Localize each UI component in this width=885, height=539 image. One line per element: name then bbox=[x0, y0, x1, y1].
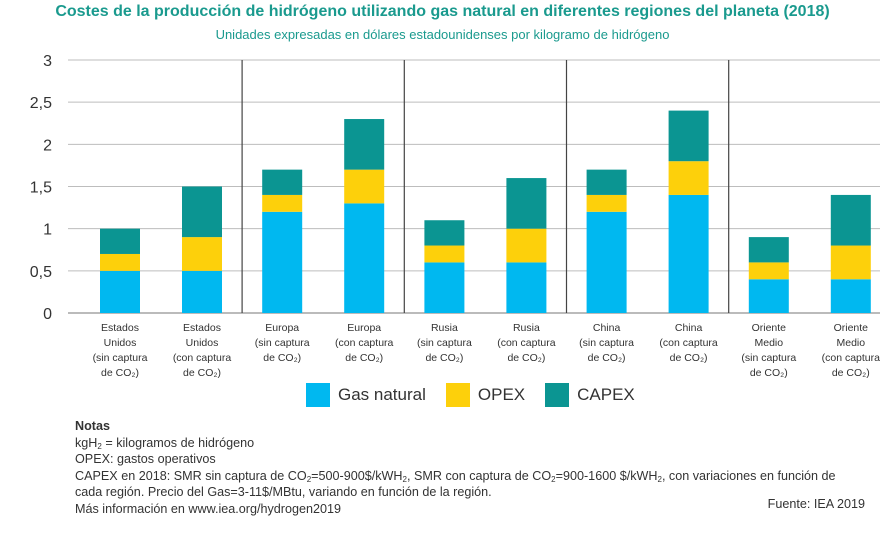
note-opex: OPEX: gastos operativos bbox=[75, 452, 216, 466]
legend-item-capex: CAPEX bbox=[545, 383, 635, 407]
notes: Notas kgH2 = kilogramos de hidrógeno OPE… bbox=[75, 418, 875, 517]
y-tick-label: 2 bbox=[43, 137, 52, 154]
x-category-label: Europa (con captura de CO₂) bbox=[335, 322, 394, 364]
bar-capex bbox=[100, 228, 140, 254]
legend-swatch-gas-natural bbox=[306, 383, 330, 407]
region-separators bbox=[241, 60, 730, 313]
legend: Gas natural OPEX CAPEX bbox=[306, 383, 655, 407]
note-capex: CAPEX en 2018: SMR sin captura de CO2=50… bbox=[75, 468, 836, 484]
x-category-label: Estados Unidos (sin captura de CO₂) bbox=[93, 322, 148, 379]
chart-title: Costes de la producción de hidrógeno uti… bbox=[55, 3, 830, 20]
x-category-label: Estados Unidos (con captura de CO₂) bbox=[173, 322, 232, 379]
bar-gas-natural bbox=[262, 211, 303, 313]
bar-opex bbox=[506, 228, 547, 263]
bar-capex bbox=[344, 119, 385, 170]
bar-gas-natural bbox=[668, 194, 709, 313]
bars bbox=[100, 110, 871, 313]
bar-gas-natural bbox=[424, 262, 465, 313]
bar-gas-natural bbox=[830, 279, 871, 313]
legend-swatch-capex bbox=[545, 383, 570, 407]
legend-item-gas-natural: Gas natural bbox=[306, 383, 426, 407]
bar-capex bbox=[586, 169, 627, 195]
y-tick-label: 0 bbox=[43, 306, 52, 323]
y-axis-ticks: 0 0,5 1 1,5 2 2,5 3 bbox=[30, 53, 52, 323]
bar-opex bbox=[586, 194, 627, 212]
bar-capex bbox=[830, 194, 871, 246]
bar-gas-natural bbox=[100, 270, 140, 313]
bar-capex bbox=[668, 110, 709, 162]
x-category-label: Rusia (sin captura de CO₂) bbox=[417, 322, 472, 364]
bar-capex bbox=[424, 220, 465, 246]
bar-opex bbox=[182, 237, 222, 271]
note-kgh2: kgH2 = kilogramos de hidrógeno bbox=[75, 435, 255, 451]
source-credit: Fuente: IEA 2019 bbox=[767, 497, 865, 511]
x-category-label: Rusia (con captura de CO₂) bbox=[497, 322, 556, 364]
bar-opex bbox=[424, 245, 465, 263]
bar-gas-natural bbox=[586, 211, 627, 313]
note-more-info: Más información en www.iea.org/hydrogen2… bbox=[75, 501, 342, 516]
bar-gas-natural bbox=[506, 262, 547, 313]
bar-capex bbox=[748, 237, 789, 263]
bar-opex bbox=[344, 169, 385, 204]
x-category-label: China (con captura de CO₂) bbox=[659, 322, 718, 364]
x-category-label: Oriente Medio (con captura de CO₂) bbox=[822, 322, 881, 379]
bar-gas-natural bbox=[182, 270, 222, 313]
bar-gas-natural bbox=[748, 279, 789, 313]
legend-label-opex: OPEX bbox=[477, 385, 526, 404]
stacked-bar-chart: 0 0,5 1 1,5 2 2,5 3 Estados Unidos (sin captura d… bbox=[30, 53, 881, 379]
y-tick-label: 3 bbox=[43, 53, 52, 70]
notes-heading: Notas bbox=[75, 419, 110, 433]
bar-opex bbox=[830, 245, 871, 280]
x-axis-categories: Estados Unidos (sin captura de CO₂) Estados U… bbox=[93, 322, 881, 379]
y-tick-label: 2,5 bbox=[30, 95, 52, 112]
legend-item-opex: OPEX bbox=[445, 383, 526, 407]
legend-swatch-opex bbox=[445, 383, 470, 407]
chart-subtitle: Unidades expresadas en dólares estadouni… bbox=[215, 27, 670, 42]
legend-label-capex: CAPEX bbox=[577, 385, 635, 404]
y-tick-label: 1,5 bbox=[30, 180, 52, 197]
legend-label-gas-natural: Gas natural bbox=[338, 385, 426, 404]
bar-gas-natural bbox=[344, 203, 385, 313]
y-tick-label: 0,5 bbox=[30, 264, 52, 281]
x-category-label: Oriente Medio (sin captura de CO₂) bbox=[741, 322, 796, 379]
bar-capex bbox=[262, 169, 303, 195]
x-category-label: Europa (sin captura de CO₂) bbox=[255, 322, 310, 364]
x-category-label: China (sin captura de CO₂) bbox=[579, 322, 634, 364]
note-capex-cont: cada región. Precio del Gas=3-11$/MBtu, … bbox=[75, 485, 492, 499]
y-tick-label: 1 bbox=[43, 222, 52, 239]
bar-capex bbox=[182, 186, 222, 238]
bar-capex bbox=[506, 178, 547, 229]
bar-opex bbox=[668, 161, 709, 195]
bar-opex bbox=[262, 194, 303, 212]
bar-opex bbox=[748, 262, 789, 280]
bar-opex bbox=[100, 253, 140, 271]
